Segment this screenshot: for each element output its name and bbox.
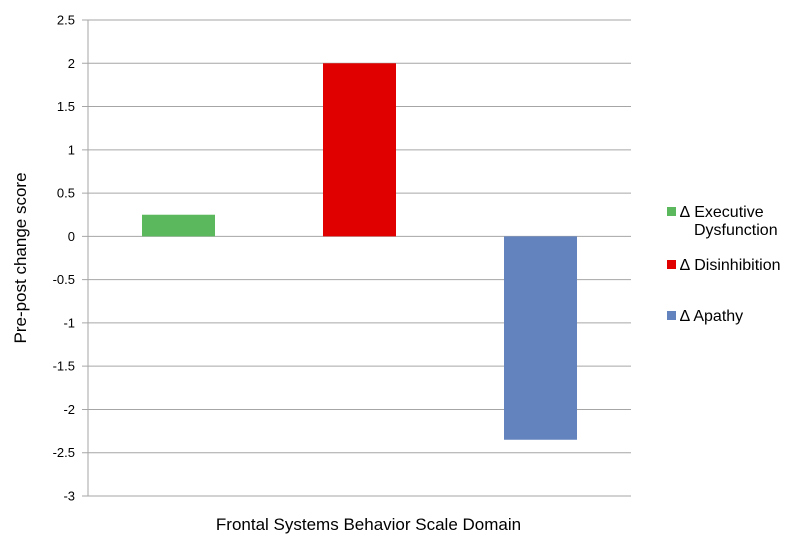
- y-tick-label: 0.5: [57, 186, 75, 201]
- legend-label: ∆ Apathy: [680, 308, 743, 325]
- legend-label: Dysfunction: [694, 222, 778, 239]
- y-tick-label: 1.5: [57, 99, 75, 114]
- y-tick-label: -1: [63, 315, 75, 330]
- y-tick-label: 2: [68, 56, 75, 71]
- y-tick-label: -0.5: [53, 272, 75, 287]
- legend-label: ∆ Disinhibition: [680, 257, 781, 274]
- bar-2: [323, 63, 396, 237]
- bars: [142, 63, 577, 440]
- y-tick-label: 1: [68, 142, 75, 157]
- y-tick-label: -3: [63, 489, 75, 504]
- y-tick-label: 2.5: [57, 13, 75, 28]
- y-tick-label: -2: [63, 402, 75, 417]
- bar-3: [504, 236, 577, 440]
- x-axis-title: Frontal Systems Behavior Scale Domain: [216, 515, 521, 534]
- bar-1: [142, 214, 215, 237]
- y-tick-labels: 2.5 2 1.5 1 0.5 0 -0.5 -1 -1.5 -2 -2.5 -3: [53, 13, 75, 504]
- y-axis-title: Pre-post change score: [11, 172, 30, 343]
- legend-label: ∆ Executive: [680, 204, 764, 221]
- y-tick-label: -1.5: [53, 359, 75, 374]
- legend-swatch: [667, 311, 676, 320]
- y-tick-label: 0: [68, 229, 75, 244]
- y-tick-label: -2.5: [53, 445, 75, 460]
- legend-swatch: [667, 207, 676, 216]
- legend-swatch: [667, 260, 676, 269]
